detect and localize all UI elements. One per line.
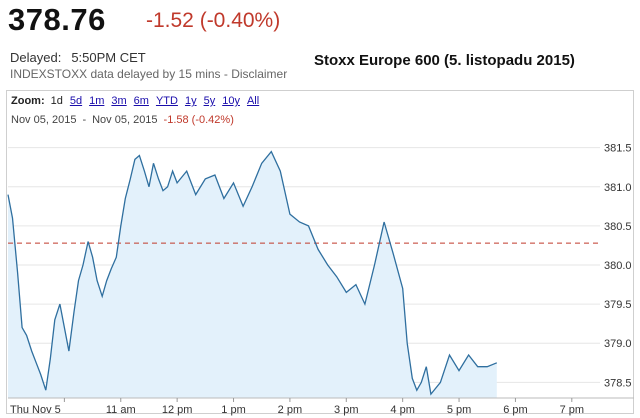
chart-frame [6,90,634,414]
x-tick-label: 2 pm [278,404,302,416]
x-axis: Thu Nov 5 11 am 12 pm 1 pm 2 pm 3 pm 4 pm 5 pm 6… [8,397,634,416]
range-change: -1.58 (-0.42%) [163,114,234,126]
price-change: -1.52 (-0.40%) [146,9,281,32]
zoom-1y-button[interactable]: 1y [184,95,197,107]
x-tick-label: 3 pm [334,404,358,416]
x-tick-label: 5 pm [447,404,471,416]
zoom-1d-button[interactable]: 1d [50,95,63,107]
y-tick-label: 378.5 [604,377,632,389]
x-tick-label: Thu Nov 5 [10,404,61,416]
zoom-3m-button[interactable]: 3m [111,95,127,107]
price-line [7,150,498,396]
price-area [8,151,497,398]
delayed-info: Delayed: 5:50PM CET [10,50,146,65]
range-separator: - [82,114,87,126]
y-tick-label: 379.0 [604,338,632,350]
zoom-label: Zoom: [11,95,45,107]
last-price: 378.76 [8,2,106,37]
zoom-all-button[interactable]: All [246,95,260,107]
range-to[interactable]: Nov 05, 2015 [92,114,158,126]
x-tick-label: 4 pm [390,404,414,416]
zoom-toolbar: Zoom: 1d 5d 1m 3m 6m YTD 1y 5y 10y All [11,95,266,107]
zoom-ytd-button[interactable]: YTD [155,95,178,107]
range-from[interactable]: Nov 05, 2015 [11,114,77,126]
x-tick-label: 6 pm [503,404,527,416]
date-range: Nov 05, 2015- Nov 05, 2015 -1.58 (-0.42%) [11,114,234,126]
y-tick-label: 379.5 [604,299,632,311]
zoom-10y-button[interactable]: 10y [222,95,240,107]
y-axis: 378.5 379.0 379.5 380.0 380.5 381.0 381.5 [604,143,632,390]
x-tick-label: 7 pm [560,404,584,416]
zoom-5d-button[interactable]: 5d [69,95,83,107]
disclaimer-text[interactable]: INDEXSTOXX data delayed by 15 mins - Dis… [10,67,288,81]
chart-caption: Stoxx Europe 600 (5. listopadu 2015) [314,52,575,69]
zoom-1m-button[interactable]: 1m [89,95,105,107]
zoom-5y-button[interactable]: 5y [203,95,216,107]
delayed-time: 5:50PM CET [71,50,146,65]
x-tick-label: 12 pm [162,404,193,416]
delayed-label: Delayed: [10,50,62,65]
zoom-6m-button[interactable]: 6m [133,95,149,107]
y-tick-label: 380.0 [604,260,632,272]
y-tick-label: 380.5 [604,221,632,233]
x-tick-label: 1 pm [221,404,245,416]
y-tick-label: 381.0 [604,182,632,194]
y-tick-label: 381.5 [604,143,632,155]
x-tick-label: 11 am [106,404,136,416]
